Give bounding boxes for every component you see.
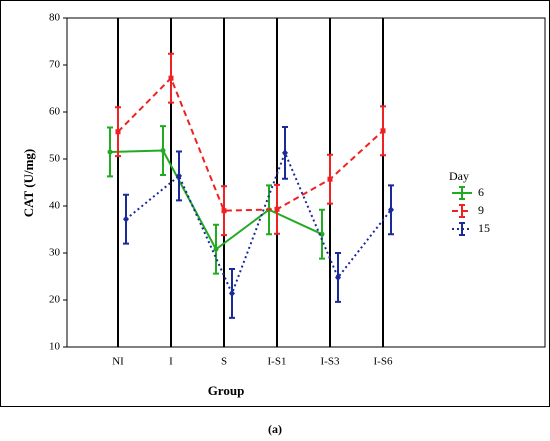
legend-label: 9 xyxy=(478,203,484,217)
plot-frame xyxy=(66,17,546,348)
legend-label: 15 xyxy=(478,221,490,235)
marker xyxy=(168,75,174,81)
x-tick-label: I-S6 xyxy=(374,356,393,368)
y-tick-label: 30 xyxy=(49,247,61,259)
y-tick-label: 60 xyxy=(49,106,61,118)
legend-label: 6 xyxy=(478,185,484,199)
series-line xyxy=(125,150,392,297)
legend-errorbar xyxy=(459,204,465,218)
marker xyxy=(319,231,325,237)
y-tick-label: 70 xyxy=(49,59,61,71)
marker xyxy=(221,208,227,214)
x-axis-label: Group xyxy=(208,383,245,398)
x-tick-label: I xyxy=(169,356,173,368)
marker xyxy=(213,246,219,252)
marker xyxy=(229,289,235,297)
x-tick-label: S xyxy=(221,356,227,368)
series-line xyxy=(117,76,384,212)
y-tick-label: 50 xyxy=(49,153,61,165)
chart-border xyxy=(0,0,550,407)
marker xyxy=(107,149,113,155)
marker xyxy=(274,206,280,212)
marker xyxy=(327,176,333,182)
y-axis-label: CAT (U/mg) xyxy=(21,149,36,218)
y-tick-label: 40 xyxy=(49,200,61,212)
caption: (a) xyxy=(268,422,282,436)
marker xyxy=(123,215,129,223)
y-tick-label: 10 xyxy=(49,341,61,353)
legend-errorbar xyxy=(459,222,465,236)
y-tick-label: 20 xyxy=(49,294,61,306)
marker xyxy=(335,273,341,281)
x-tick-label: I-S1 xyxy=(268,356,287,368)
marker xyxy=(388,206,394,214)
marker xyxy=(160,148,166,154)
legend-title: Day xyxy=(449,169,469,183)
marker xyxy=(282,149,288,157)
x-tick-label: NI xyxy=(112,356,124,368)
marker xyxy=(115,129,121,135)
y-tick-label: 80 xyxy=(49,12,61,24)
legend-errorbar xyxy=(459,186,465,200)
marker xyxy=(176,172,182,180)
marker xyxy=(380,128,386,134)
x-tick-label: I-S3 xyxy=(321,356,340,368)
